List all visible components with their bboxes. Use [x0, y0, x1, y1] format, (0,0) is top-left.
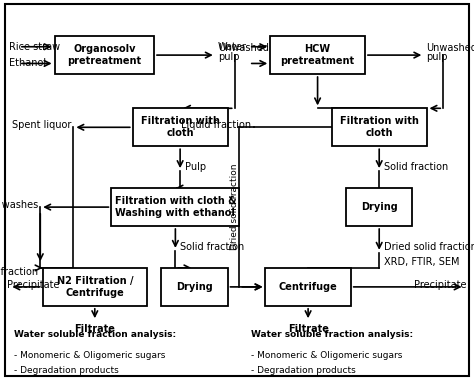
Text: Solvent washes: Solvent washes	[0, 200, 38, 210]
Text: Filtration with
cloth: Filtration with cloth	[141, 117, 219, 138]
Text: Centrifuge: Centrifuge	[279, 282, 337, 292]
Text: Precipitate: Precipitate	[7, 280, 60, 290]
Text: Unwashed: Unwashed	[218, 43, 269, 53]
Text: Precipitate: Precipitate	[414, 280, 467, 290]
Text: Rice straw: Rice straw	[9, 42, 61, 52]
FancyBboxPatch shape	[270, 36, 365, 74]
Text: N2 Filtration /
Centrifuge: N2 Filtration / Centrifuge	[56, 276, 133, 298]
FancyBboxPatch shape	[43, 268, 147, 306]
Text: Filtration with
cloth: Filtration with cloth	[340, 117, 419, 138]
Text: Spent liquor: Spent liquor	[12, 120, 71, 130]
FancyBboxPatch shape	[133, 108, 228, 146]
FancyBboxPatch shape	[332, 108, 427, 146]
Text: - Monomeric & Oligomeric sugars: - Monomeric & Oligomeric sugars	[251, 351, 402, 360]
FancyBboxPatch shape	[111, 188, 239, 226]
Text: Liquid fraction: Liquid fraction	[0, 267, 38, 277]
Text: Filtrate: Filtrate	[288, 324, 328, 334]
Text: Organosolv
pretreatment: Organosolv pretreatment	[67, 44, 141, 66]
Text: pulp: pulp	[427, 52, 448, 62]
Text: Solid fraction: Solid fraction	[384, 162, 448, 172]
Text: - Degradation products: - Degradation products	[14, 366, 119, 375]
FancyBboxPatch shape	[161, 268, 228, 306]
Text: Water: Water	[218, 42, 246, 52]
Text: Ethanol: Ethanol	[9, 59, 46, 68]
Text: pulp: pulp	[218, 52, 239, 62]
Text: Solid fraction: Solid fraction	[180, 242, 245, 252]
FancyBboxPatch shape	[55, 36, 154, 74]
Text: Pulp: Pulp	[185, 162, 206, 172]
Text: Drying: Drying	[361, 202, 398, 212]
Text: - Monomeric & Oligomeric sugars: - Monomeric & Oligomeric sugars	[14, 351, 165, 360]
Text: Drying: Drying	[176, 282, 213, 292]
Text: Liquid fraction: Liquid fraction	[181, 120, 251, 130]
Text: Filtration with cloth &
Washing with ethanol: Filtration with cloth & Washing with eth…	[115, 196, 236, 218]
Text: Water soluble fraction analysis:: Water soluble fraction analysis:	[251, 330, 413, 339]
FancyBboxPatch shape	[346, 188, 412, 226]
Text: XRD, FTIR, SEM: XRD, FTIR, SEM	[384, 257, 459, 267]
Text: HCW
pretreatment: HCW pretreatment	[281, 44, 355, 66]
FancyBboxPatch shape	[265, 268, 351, 306]
Text: Unwashed: Unwashed	[427, 43, 474, 53]
Text: Filtrate: Filtrate	[74, 324, 115, 334]
Text: Water soluble fraction analysis:: Water soluble fraction analysis:	[14, 330, 176, 339]
Text: Dried solid fraction: Dried solid fraction	[384, 242, 474, 252]
Text: - Degradation products: - Degradation products	[251, 366, 356, 375]
Text: Dried solid fraction: Dried solid fraction	[230, 164, 239, 250]
